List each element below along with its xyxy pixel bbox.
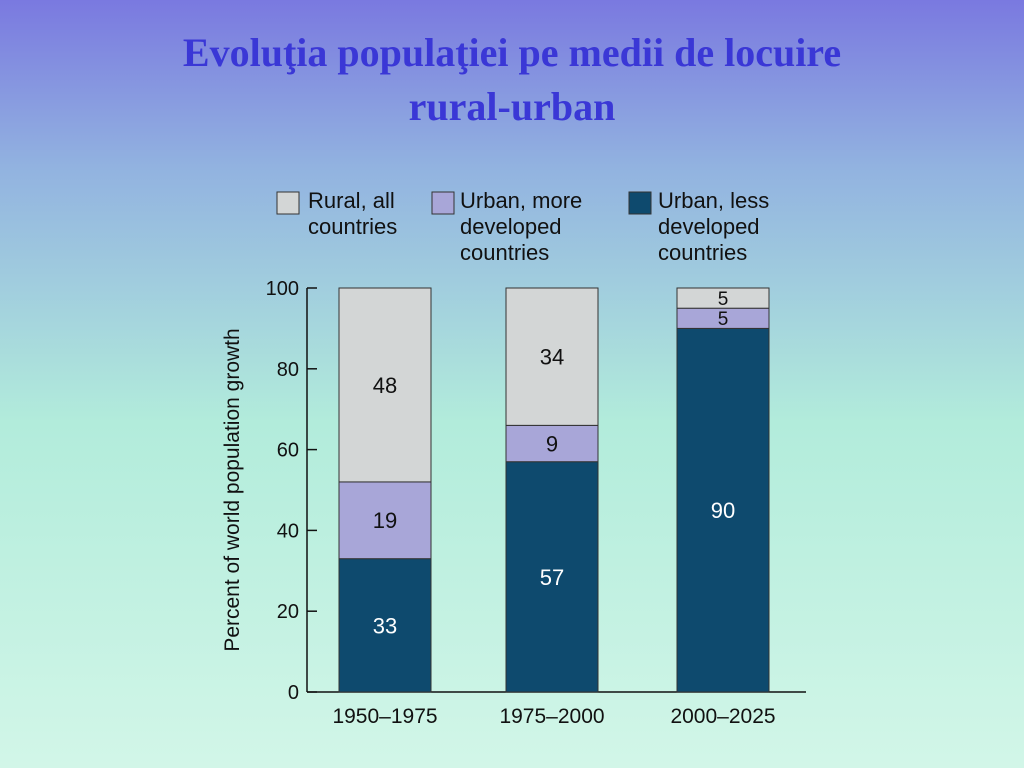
bar-segment — [676, 287, 770, 309]
y-tick-label: 80 — [277, 359, 299, 381]
bar-segment — [505, 287, 599, 426]
slide-title: Evoluţia populaţiei pe medii de locuire … — [0, 26, 1024, 134]
legend-label: Rural, all countries — [308, 188, 397, 239]
legend-entry: Rural, all countries — [276, 188, 397, 239]
data-label: 48 — [373, 373, 397, 398]
x-tick-label: 1950–1975 — [332, 705, 437, 728]
y-tick-label: 60 — [277, 440, 299, 462]
y-tick-label: 40 — [277, 520, 299, 542]
x-tick-label: 2000–2025 — [670, 705, 775, 728]
slide-title-line-2: rural-urban — [408, 84, 616, 129]
legend-swatch — [276, 191, 300, 215]
data-label: 5 — [718, 309, 729, 330]
y-tick-label: 20 — [277, 601, 299, 623]
y-tick-label: 100 — [266, 278, 299, 300]
bar-stack: 57 9 34 — [505, 287, 599, 693]
y-tick-label: 0 — [288, 682, 299, 704]
chart-axes: 0 20 40 60 80 100 Percent of world population … — [221, 278, 806, 728]
x-tick-label: 1975–2000 — [499, 705, 604, 728]
data-label: 34 — [540, 345, 564, 370]
legend-swatch — [628, 191, 652, 215]
bar-segment — [338, 287, 432, 483]
bar-segment — [505, 461, 599, 693]
chart-legend: Rural, all countries Urban, more developed c… — [276, 188, 769, 265]
data-label: 5 — [718, 289, 729, 310]
y-axis-title: Percent of world population growth — [221, 328, 244, 651]
legend-swatch — [431, 191, 455, 215]
bar-segment — [338, 558, 432, 693]
data-label: 90 — [711, 498, 735, 523]
legend-label: Urban, more developed countries — [460, 188, 582, 265]
legend-entry: Urban, less developed countries — [628, 188, 769, 265]
data-label: 57 — [540, 565, 564, 590]
data-label: 19 — [373, 508, 397, 533]
data-label: 33 — [373, 613, 397, 638]
slide-title-line-1: Evoluţia populaţiei pe medii de locuire — [182, 30, 842, 75]
bar-stack: 90 55 — [676, 287, 770, 693]
bar-stack: 33 19 48 — [338, 287, 432, 693]
data-label: 9 — [546, 431, 558, 456]
bar-segment — [338, 481, 432, 560]
bar-segment — [676, 327, 770, 693]
chart-bars: 33 19 48 57 9 34 90 55 — [338, 287, 770, 693]
legend-entry: Urban, more developed countries — [431, 188, 582, 265]
legend-label: Urban, less developed countries — [658, 188, 769, 265]
